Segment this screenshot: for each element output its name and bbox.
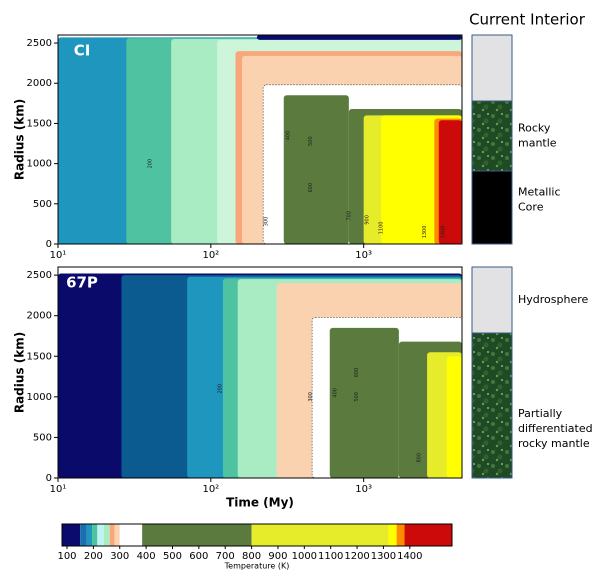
colorbar-segment <box>87 524 92 546</box>
y-tick-label: 2500 <box>27 270 52 281</box>
y-tick-label: 0 <box>46 239 52 250</box>
plot-area: 200 300 400 500 600 700 900 1100 1300 1400 <box>58 35 462 244</box>
colorbar-tick-label: 900 <box>268 551 287 562</box>
contour-label: 900 <box>364 215 370 225</box>
contour-label: 1300 <box>422 226 428 239</box>
contour-label: 1100 <box>379 222 385 235</box>
colorbar-tick-label: 1000 <box>292 551 317 562</box>
panel-label: 67P <box>66 274 98 292</box>
y-tick-label: 0 <box>46 473 52 484</box>
colorbar-segment <box>405 524 452 546</box>
colorbar-segment <box>252 524 389 546</box>
colorbar-tick-label: 1100 <box>318 551 343 562</box>
colorbar-tick-label: 400 <box>137 551 156 562</box>
colorbar-tick-label: 1300 <box>371 551 396 562</box>
colorbar-segment <box>120 524 142 546</box>
colorbar-tick-label: 800 <box>242 551 261 562</box>
y-tick-label: 1500 <box>27 118 52 129</box>
contour-label: 200 <box>218 384 224 394</box>
interior-label: differentiated <box>518 422 592 435</box>
colorbar-segment <box>92 524 97 546</box>
figure: Current Interior 200 300 400 500 600 700 900 11… <box>0 0 592 571</box>
interior-title: Current Interior <box>469 11 586 29</box>
colorbar-segment <box>97 524 104 546</box>
y-tick-label: 1500 <box>27 351 52 362</box>
y-tick-label: 2000 <box>27 311 52 322</box>
colorbar-tick-label: 100 <box>57 551 76 562</box>
contour-label: 300 <box>264 217 270 227</box>
contour-label: 400 <box>286 131 292 141</box>
interior-label: mantle <box>518 137 557 150</box>
interior-label: Core <box>518 201 544 214</box>
colorbar-tick-label: 200 <box>84 551 103 562</box>
x-tick-label: 10² <box>202 250 219 261</box>
interior-label: Hydrosphere <box>518 293 589 306</box>
colorbar-tick-label: 300 <box>110 551 129 562</box>
colorbar-tick-label: 500 <box>163 551 182 562</box>
contour-label: 1400 <box>440 226 446 239</box>
y-axis-label: Radius (km) <box>13 332 27 413</box>
interior-column <box>472 35 512 478</box>
x-tick-label: 10³ <box>355 484 372 495</box>
colorbar-segment <box>397 524 405 546</box>
y-tick-label: 1000 <box>27 392 52 403</box>
colorbar-label: Temperature (K) <box>224 562 290 571</box>
x-tick-label: 10² <box>202 484 219 495</box>
panel-label: CI <box>74 42 91 60</box>
colorbar-segment <box>142 524 251 546</box>
colorbar-tick-label: 1400 <box>397 551 422 562</box>
colorbar-tick-label: 1200 <box>344 551 369 562</box>
colorbar-tick-label: 600 <box>189 551 208 562</box>
contour-label: 600 <box>354 368 360 378</box>
colorbar-segment <box>114 524 119 546</box>
contour-label: 200 <box>148 159 154 169</box>
y-tick-label: 2000 <box>27 78 52 89</box>
contour-label: 400 <box>333 388 339 398</box>
y-tick-label: 2500 <box>27 38 52 49</box>
contour-label: 500 <box>354 392 360 402</box>
colorbar-segment <box>80 524 87 546</box>
temperature-zone <box>447 356 462 478</box>
colorbar-segment <box>62 524 80 546</box>
plot-area: 200 300 400 500 600 800 <box>58 267 462 478</box>
x-tick-label: 10¹ <box>50 484 67 495</box>
interior-label: Metallic <box>518 186 561 199</box>
colorbar-segment <box>110 524 115 546</box>
colorbar-segment <box>104 524 110 546</box>
contour-label: 700 <box>346 211 352 221</box>
x-axis-label: Time (My) <box>226 496 294 510</box>
temperature-zone <box>330 328 399 478</box>
interior-label: Partially <box>518 407 563 420</box>
temperature-zone <box>257 35 462 40</box>
x-tick-label: 10³ <box>355 250 372 261</box>
contour-label: 500 <box>308 136 314 146</box>
y-axis-label: Radius (km) <box>13 99 27 180</box>
y-tick-label: 1000 <box>27 159 52 170</box>
colorbar-segment <box>389 524 397 546</box>
interior-label: rocky mantle <box>518 437 590 450</box>
interior-label: Rocky <box>518 122 551 135</box>
contour-label: 800 <box>416 453 422 463</box>
colorbar-tick-label: 700 <box>216 551 235 562</box>
y-tick-label: 500 <box>33 199 52 210</box>
contour-label: 600 <box>308 183 314 193</box>
temperature-zone <box>284 95 349 244</box>
contour-label: 300 <box>308 392 314 402</box>
temperature-zone <box>439 120 462 244</box>
x-tick-label: 10¹ <box>50 250 67 261</box>
y-tick-label: 500 <box>33 432 52 443</box>
